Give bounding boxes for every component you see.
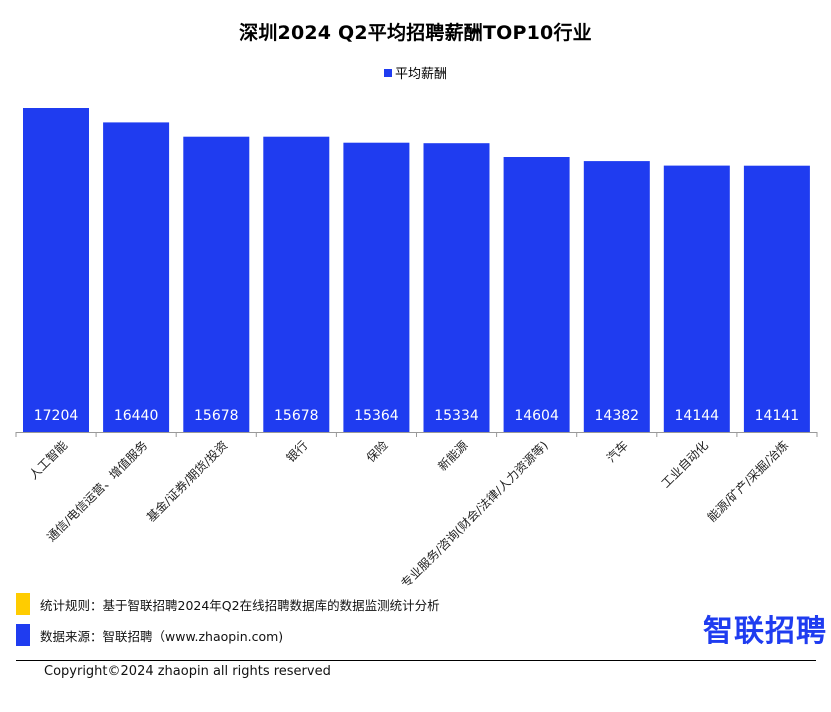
legend: 平均薪酬 [0,63,831,82]
bar-1 [103,122,170,433]
data-label-7: 14382 [595,408,640,424]
category-label-8: 工业自动化 [659,438,711,490]
source-note: 数据来源：智联招聘（www.zhaopin.com) [16,624,283,646]
bar-4 [343,142,410,432]
category-label-4: 保险 [363,438,391,466]
category-label-5: 新能源 [435,438,471,474]
bar-7 [583,161,650,432]
legend-label: 平均薪酬 [394,67,447,82]
bar-6 [503,157,570,432]
category-label-7: 汽车 [603,438,631,466]
data-labels-group: 17204 16440 15678 15678 15364 15334 14604 14382… [34,408,799,424]
category-label-2: 基金/证券/期货/投资 [143,438,230,525]
rule-note: 统计规则：基于智联招聘2024年Q2在线招聘数据库的数据监测统计分析 [16,593,440,615]
rule-note-marker [16,593,30,615]
category-label-9: 能源/矿产/采掘/冶炼 [704,438,791,525]
footer-divider [16,660,816,661]
data-label-0: 17204 [34,408,79,424]
chart-title: 深圳2024 Q2平均招聘薪酬TOP10行业 [239,22,592,44]
bar-chart: 17204 16440 15678 15678 15364 15334 14604 14382… [15,108,818,591]
bar-8 [663,165,730,432]
category-label-3: 银行 [284,438,311,465]
zhaopin-logo: 智联招聘 [703,614,827,649]
data-label-4: 15364 [354,408,399,424]
data-label-3: 15678 [274,408,319,424]
bar-5 [423,143,490,432]
bar-9 [743,165,810,432]
source-note-text: 数据来源：智联招聘（www.zhaopin.com) [40,628,284,644]
data-label-1: 16440 [114,408,159,424]
rule-note-text: 统计规则：基于智联招聘2024年Q2在线招聘数据库的数据监测统计分析 [40,597,440,613]
bar-2 [183,136,250,432]
data-label-6: 14604 [514,408,559,424]
legend-swatch [383,69,392,77]
bar-0 [23,108,89,432]
data-label-9: 14141 [755,408,800,424]
bar-3 [263,136,330,432]
copyright-text: Copyright©2024 zhaopin all rights reserv… [44,664,331,679]
category-label-0: 人工智能 [26,438,71,483]
data-label-5: 15334 [434,408,479,424]
category-label-6: 专业服务/咨询(财会/法律/人力资源等) [398,438,551,591]
bars-group [23,108,810,433]
data-label-8: 14144 [675,408,720,424]
source-note-marker [16,624,30,646]
data-label-2: 15678 [194,408,239,424]
